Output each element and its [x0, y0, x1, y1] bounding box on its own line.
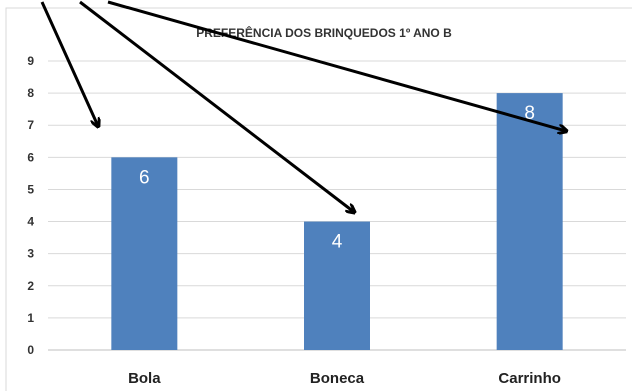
chart-title: PREFERÊNCIA DOS BRINQUEDOS 1º ANO B [196, 25, 452, 40]
arrow-to-boneca [79, 0, 354, 212]
bars [111, 93, 563, 350]
data-label: 8 [524, 103, 535, 124]
x-axis-categories: Bola Boneca Carrinho [128, 370, 561, 387]
y-tick-label: 2 [27, 279, 34, 293]
y-tick-label: 8 [27, 86, 34, 100]
x-category-label: Bola [128, 370, 161, 387]
y-tick-label: 7 [27, 118, 34, 132]
y-tick-label: 6 [27, 150, 34, 164]
data-label: 4 [332, 232, 343, 253]
annotation-arrows [40, 0, 566, 212]
y-axis-ticks: 0 1 2 3 4 5 6 7 8 9 [27, 54, 34, 357]
y-tick-label: 4 [27, 215, 34, 229]
y-tick-label: 9 [27, 54, 34, 68]
x-category-label: Carrinho [498, 370, 561, 387]
y-tick-label: 0 [27, 343, 34, 357]
data-label: 6 [139, 167, 150, 188]
y-tick-label: 5 [27, 182, 34, 196]
bar [496, 93, 563, 350]
bar [304, 221, 370, 350]
x-category-label: Boneca [310, 370, 365, 387]
arrow-to-carrinho [107, 0, 566, 131]
bar [111, 157, 178, 350]
y-tick-label: 3 [27, 247, 34, 261]
arrow-to-bola [40, 1, 98, 126]
chart-border [5, 7, 632, 391]
data-labels: 6 4 8 [139, 103, 535, 252]
y-tick-label: 1 [27, 311, 34, 325]
